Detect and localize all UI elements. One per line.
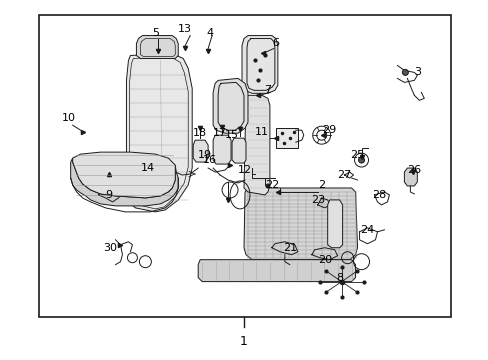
Text: 10: 10 bbox=[61, 113, 76, 123]
Text: 17: 17 bbox=[213, 128, 227, 138]
Polygon shape bbox=[327, 200, 342, 248]
Bar bbox=[39, 15, 450, 318]
Text: 30: 30 bbox=[103, 243, 117, 253]
Polygon shape bbox=[198, 260, 355, 282]
Polygon shape bbox=[126, 54, 192, 212]
Text: 15: 15 bbox=[224, 130, 239, 140]
Text: 18: 18 bbox=[193, 128, 207, 138]
Text: 14: 14 bbox=[141, 163, 155, 173]
Text: 26: 26 bbox=[407, 165, 421, 175]
Polygon shape bbox=[232, 138, 245, 163]
Polygon shape bbox=[71, 158, 178, 206]
Text: 23: 23 bbox=[310, 195, 324, 205]
Text: 9: 9 bbox=[105, 190, 112, 200]
Polygon shape bbox=[73, 152, 175, 198]
Text: 8: 8 bbox=[335, 273, 343, 283]
Polygon shape bbox=[242, 36, 277, 93]
Circle shape bbox=[265, 184, 269, 188]
Text: 2: 2 bbox=[318, 180, 325, 190]
Text: 28: 28 bbox=[371, 190, 386, 200]
Polygon shape bbox=[213, 135, 230, 164]
Text: 24: 24 bbox=[360, 225, 374, 235]
Text: 7: 7 bbox=[264, 85, 271, 95]
Text: 21: 21 bbox=[282, 243, 296, 253]
Text: 27: 27 bbox=[337, 170, 351, 180]
Text: 16: 16 bbox=[203, 155, 217, 165]
Text: 5: 5 bbox=[152, 28, 159, 37]
Text: 6: 6 bbox=[272, 37, 279, 48]
Text: 29: 29 bbox=[322, 125, 336, 135]
Polygon shape bbox=[244, 188, 357, 260]
Polygon shape bbox=[193, 140, 208, 162]
Polygon shape bbox=[136, 36, 178, 58]
Polygon shape bbox=[404, 168, 416, 186]
Circle shape bbox=[358, 157, 364, 163]
Text: 3: 3 bbox=[413, 67, 420, 77]
Text: 1: 1 bbox=[240, 335, 247, 348]
Polygon shape bbox=[244, 95, 269, 195]
Text: 20: 20 bbox=[318, 255, 332, 265]
Polygon shape bbox=[275, 128, 297, 148]
Text: 13: 13 bbox=[178, 24, 192, 33]
Text: 12: 12 bbox=[238, 165, 251, 175]
Text: 22: 22 bbox=[264, 180, 279, 190]
Polygon shape bbox=[213, 78, 247, 133]
Text: 4: 4 bbox=[206, 28, 213, 37]
Text: 11: 11 bbox=[254, 127, 268, 137]
Circle shape bbox=[402, 69, 407, 75]
Text: 19: 19 bbox=[198, 150, 212, 160]
Text: 25: 25 bbox=[350, 150, 364, 160]
